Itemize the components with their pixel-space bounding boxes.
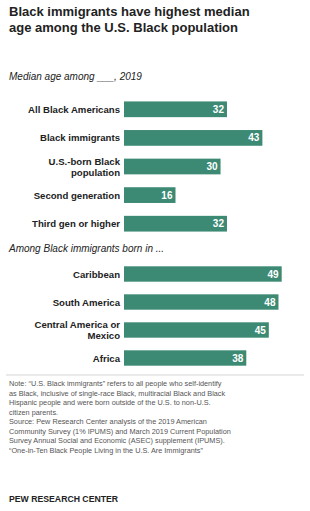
bar [124, 101, 227, 117]
bar [124, 216, 227, 232]
data-label: 32 [213, 218, 225, 229]
category-label: Second generation [34, 190, 120, 201]
bar [124, 266, 282, 281]
category-label: All Black Americans [28, 104, 120, 115]
bar [124, 294, 278, 309]
category-label: Black immigrants [40, 132, 120, 143]
bars [124, 266, 282, 365]
chart-title: Black immigrants have highest medianage … [9, 4, 250, 35]
data-label: 30 [206, 161, 218, 172]
bars [124, 101, 262, 231]
bar [124, 159, 221, 175]
category-label: U.S.-born Blackpopulation [49, 156, 121, 178]
data-label: 45 [255, 325, 267, 336]
section-title: Among Black immigrants born in ... [8, 243, 164, 254]
category-label: Third gen or higher [32, 218, 120, 229]
data-label: 48 [264, 297, 276, 308]
category-label: Africa [93, 353, 121, 364]
data-label: 16 [161, 190, 173, 201]
chart-subtitle: Median age among ___, 2019 [9, 71, 142, 82]
category-label: South America [53, 297, 121, 308]
chart-svg: Black immigrants have highest medianage … [0, 0, 310, 511]
category-label: Caribbean [73, 269, 120, 280]
bar [124, 130, 262, 146]
data-label: 38 [232, 353, 244, 364]
category-label: Central America orMexico [35, 319, 121, 341]
bar [124, 322, 269, 337]
data-label: 43 [248, 132, 260, 143]
data-label: 32 [213, 104, 225, 115]
bar [124, 187, 175, 203]
footer: PEW RESEARCH CENTER [9, 494, 119, 504]
note: Note: “U.S. Black immigrants” refers to … [9, 379, 231, 455]
separator [6, 375, 304, 376]
data-label: 49 [268, 269, 280, 280]
bar [124, 350, 246, 365]
